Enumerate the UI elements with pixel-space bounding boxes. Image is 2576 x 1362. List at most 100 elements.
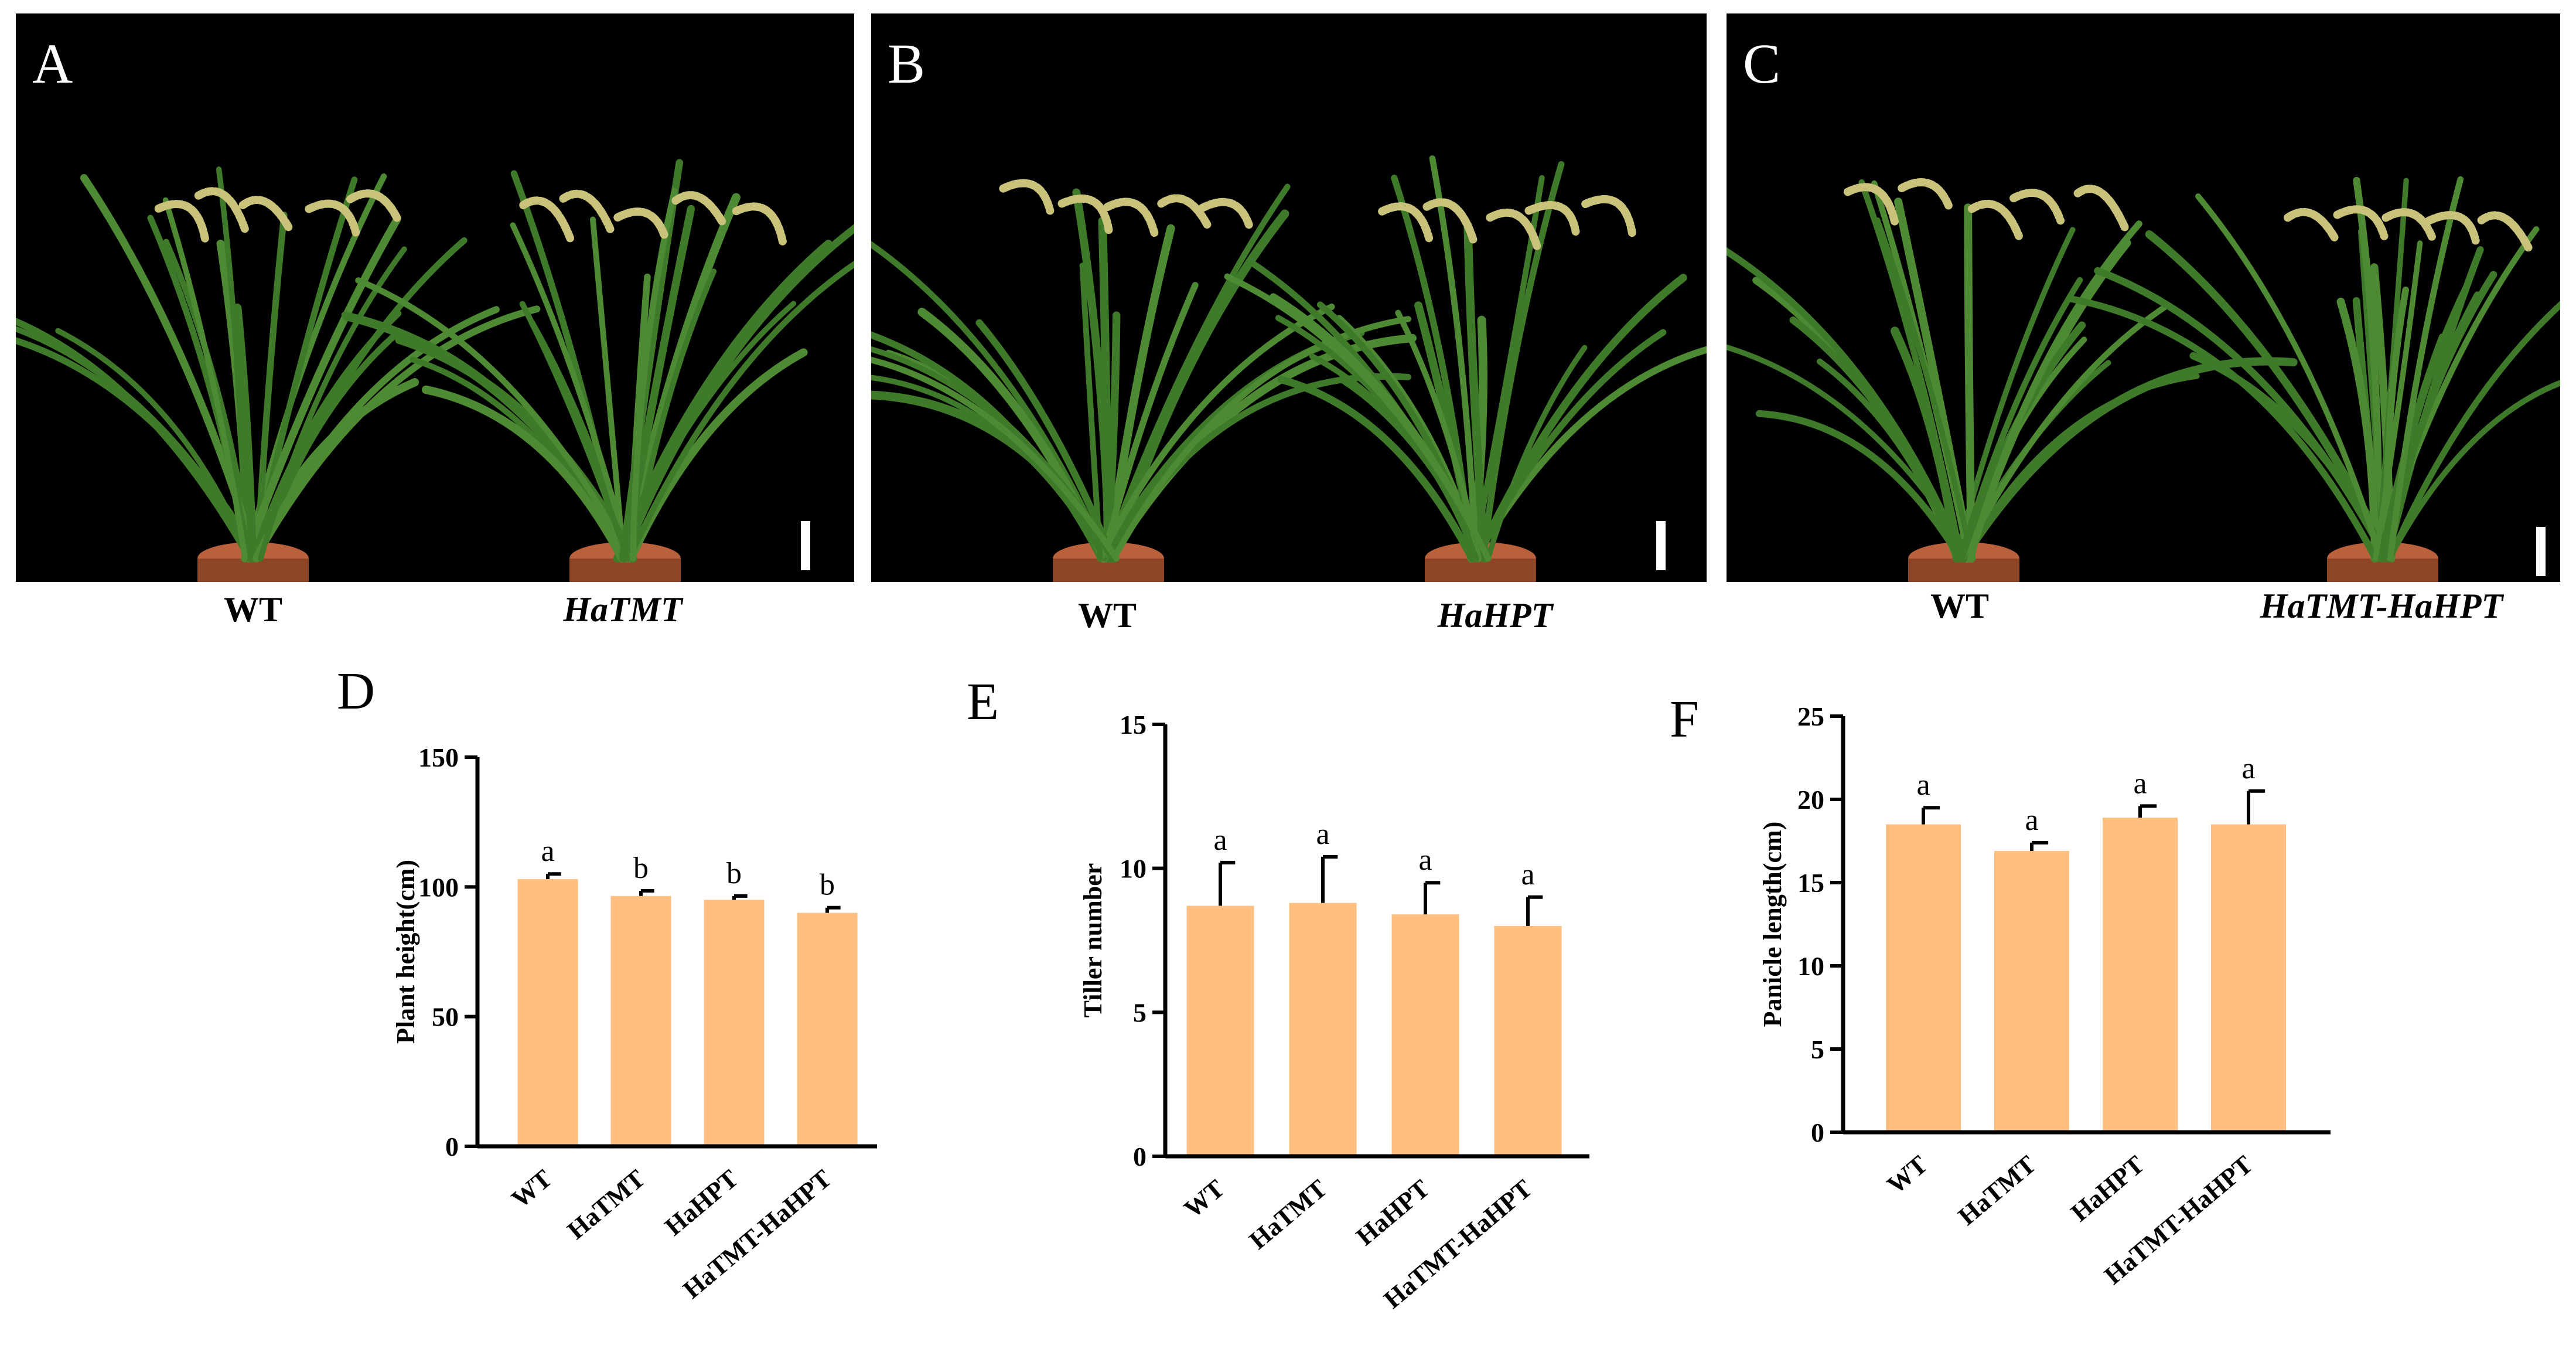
rice-plants-illustration (871, 155, 1707, 582)
leaf (1098, 216, 1113, 563)
leaf (1967, 220, 2142, 562)
panicle (2284, 208, 2339, 242)
significance-label: b (633, 852, 649, 885)
leaf (1755, 410, 1964, 562)
chart-letter-f: F (1670, 690, 1700, 748)
bar (610, 895, 671, 1146)
significance-label: a (2241, 752, 2255, 785)
bar (1994, 851, 2069, 1132)
leaf (2387, 176, 2464, 562)
y-axis-label: Panicle length(cm) (1758, 822, 1787, 1027)
y-tick-label: 15 (1120, 710, 1147, 740)
panel-letter: B (888, 32, 926, 95)
y-axis-label: Tiller number (1079, 863, 1107, 1018)
y-tick-label: 25 (1797, 702, 1824, 731)
bar (1289, 903, 1357, 1156)
bar (517, 879, 578, 1146)
panel-letter: C (1743, 32, 1781, 95)
significance-label: b (726, 857, 742, 890)
rice-plant (16, 166, 541, 582)
leaf (510, 170, 626, 562)
panicle (2073, 185, 2129, 231)
leaf (510, 222, 632, 561)
photo-label-wt: WT (223, 590, 283, 629)
leaf (1471, 329, 1667, 562)
rice-plant (341, 159, 854, 582)
bar (704, 900, 765, 1146)
panicle (1378, 202, 1434, 243)
category-label: HaTMT (1953, 1150, 2041, 1231)
scale-bar (1656, 521, 1666, 570)
significance-label: a (1418, 843, 1432, 877)
y-tick-label: 150 (418, 743, 459, 772)
leaf (1110, 316, 1411, 562)
panicle (1198, 198, 1254, 230)
panicle (305, 199, 360, 237)
leaf (355, 277, 632, 562)
bar (2211, 824, 2286, 1132)
y-tick-label: 0 (1811, 1118, 1824, 1148)
leaf (1100, 281, 1199, 562)
photo-label-wt: WT (1930, 587, 1990, 625)
chart-letter-d: D (337, 662, 375, 720)
leaf (2067, 295, 2379, 562)
panicle (559, 189, 615, 233)
leaf (1224, 273, 1492, 562)
leaf (1964, 203, 1976, 563)
leaf (258, 246, 407, 561)
leaf (1429, 155, 1479, 562)
panicle (1898, 178, 1953, 210)
panel-letter: A (32, 32, 73, 95)
panicle (671, 191, 727, 227)
y-tick-label: 5 (1133, 997, 1147, 1027)
photo-panel-b: B (871, 13, 1707, 582)
leaf (252, 306, 500, 562)
leaf (1277, 376, 1476, 563)
y-tick-label: 5 (1811, 1034, 1824, 1064)
leaf (162, 197, 248, 561)
panicle (1422, 198, 1478, 246)
bar (797, 912, 858, 1146)
leaf (1485, 345, 1588, 561)
panicle (1157, 194, 1213, 231)
panicle (1843, 183, 1899, 226)
panicle (2477, 211, 2533, 252)
photo-label-hahpt: HaHPT (1437, 596, 1553, 635)
y-tick-label: 50 (432, 1002, 459, 1032)
panicle (154, 200, 210, 246)
significance-label: a (1316, 818, 1329, 851)
leaf (519, 301, 631, 561)
category-label: WT (1882, 1150, 1933, 1200)
leaf (233, 303, 257, 563)
photo-label-hatmt-hahpt: HaTMT-HaHPT (2260, 587, 2503, 625)
y-tick-label: 20 (1797, 785, 1824, 815)
rice-plant (871, 179, 1417, 582)
leaf (2372, 240, 2423, 561)
panicle (1057, 194, 1113, 234)
significance-label: a (2025, 803, 2038, 837)
panicle (1967, 199, 2023, 240)
panicle (519, 196, 575, 243)
leaf (1079, 263, 1103, 561)
leaf (871, 356, 1120, 562)
bar (2103, 818, 2178, 1132)
panicle (999, 179, 1055, 215)
category-label: HaHPT (2066, 1150, 2150, 1227)
panicle (2381, 208, 2437, 243)
leaf (250, 310, 402, 562)
rice-plant (1224, 155, 1707, 582)
rice-plants-illustration (1727, 176, 2560, 582)
leaf (626, 260, 854, 562)
bar (1494, 925, 1562, 1156)
panicle (1524, 201, 1580, 236)
leaf (1309, 353, 1479, 561)
y-tick-label: 0 (445, 1132, 459, 1162)
bar (1886, 824, 1961, 1132)
significance-label: a (1916, 768, 1930, 802)
y-tick-label: 100 (418, 872, 459, 902)
panicle (346, 189, 401, 223)
scale-bar (2536, 527, 2546, 576)
photo-panel-c: C (1727, 13, 2560, 582)
panicle (238, 196, 294, 234)
